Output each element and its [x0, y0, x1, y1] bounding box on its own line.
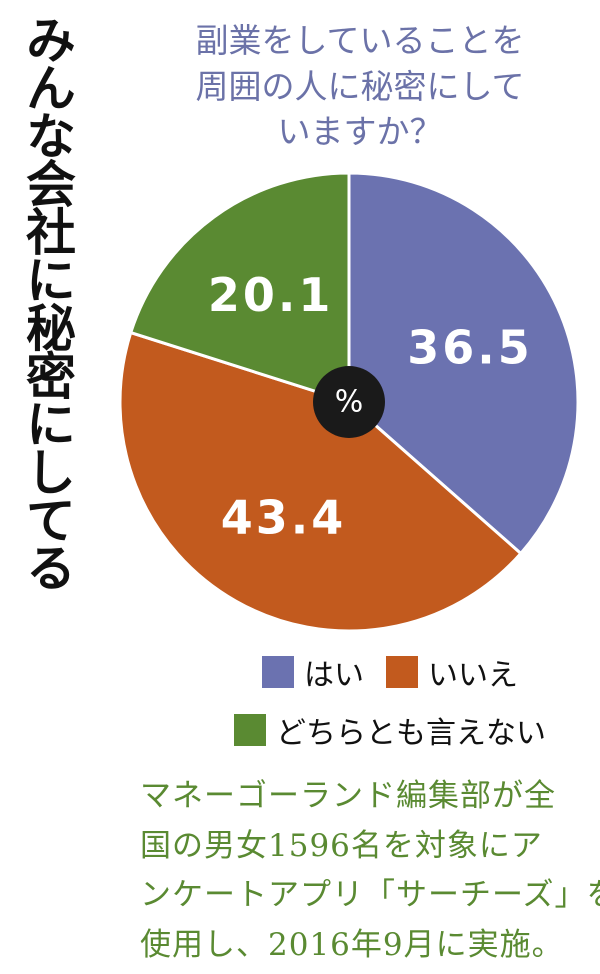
survey-question: 副業をしていることを 周囲の人に秘密にして いますか？ — [150, 18, 570, 155]
note-line-4: 使用し、2016年9月に実施。 — [140, 926, 564, 963]
legend-item-no: いいえ — [386, 650, 518, 694]
question-line-2: 周囲の人に秘密にして — [195, 66, 525, 106]
pie-slice-no — [118, 330, 523, 633]
legend-label-neither: どちらとも言えない — [276, 716, 546, 751]
legend-item-neither: どちらとも言えない — [234, 708, 546, 752]
legend: はい いいえ どちらとも言えない — [200, 650, 580, 766]
note-line-2: 国の男女1596名を対象にア — [140, 827, 543, 864]
legend-swatch-no — [386, 656, 418, 688]
legend-label-yes: はい — [304, 658, 364, 693]
pie-slice-neither — [128, 171, 351, 405]
unit-badge — [313, 366, 385, 438]
legend-row-1: はい いいえ — [200, 650, 580, 694]
pie-slice-yes — [347, 171, 580, 556]
pie-value-label-no: 43.4 — [221, 491, 347, 545]
note-line-3: ンケートアプリ「サーチーズ」を — [140, 877, 600, 914]
legend-item-yes: はい — [262, 650, 364, 694]
note-line-1: マネーゴーランド編集部が全 — [140, 778, 556, 814]
question-line-1: 副業をしていることを — [195, 21, 525, 60]
survey-note: マネーゴーランド編集部が全 国の男女1596名を対象にア ンケートアプリ「サーチ… — [140, 772, 600, 970]
legend-swatch-yes — [262, 656, 294, 688]
legend-swatch-neither — [234, 714, 266, 746]
pie-value-label-neither: 20.1 — [208, 268, 334, 322]
unit-label: % — [335, 385, 364, 420]
question-line-3: いますか？ — [277, 112, 443, 152]
pie-value-label-yes: 36.5 — [407, 320, 533, 374]
legend-row-2: どちらとも言えない — [200, 708, 580, 752]
legend-label-no: いいえ — [428, 658, 518, 693]
vertical-title: みんな会社に秘密にしてる — [18, 14, 76, 590]
